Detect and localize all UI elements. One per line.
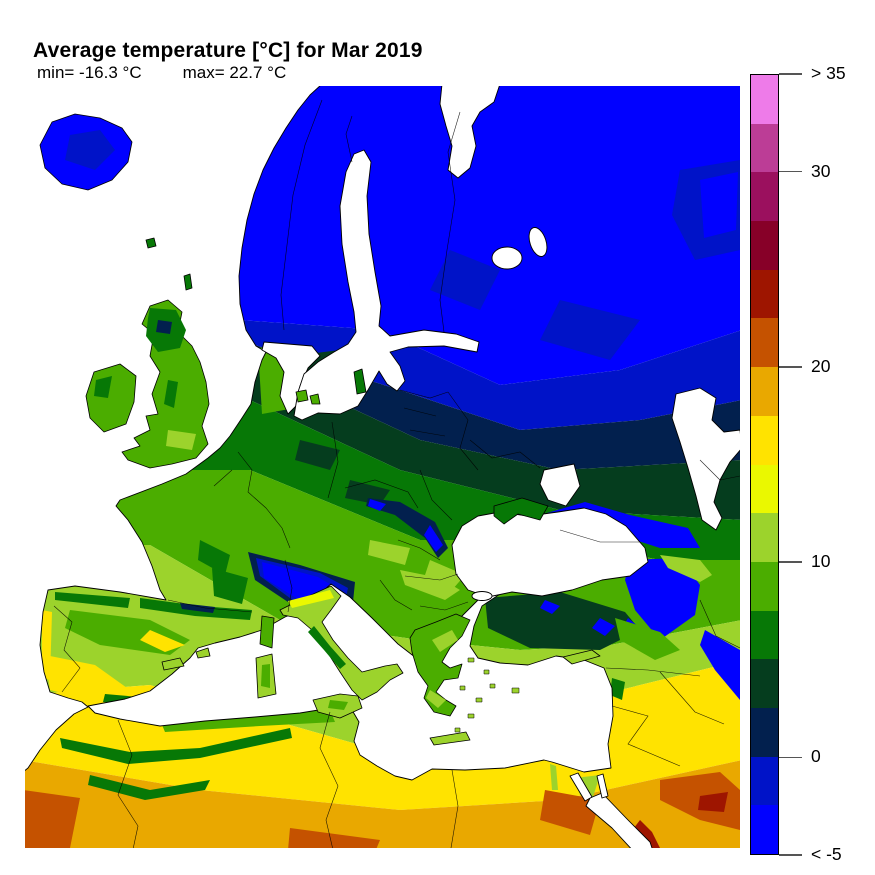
europe-temperature-map [25,86,740,848]
skagerrak-kattegat [261,341,321,415]
tick-mark [779,170,802,173]
colorbar-segment [751,318,778,368]
country-borders [53,99,740,848]
colorbar-segment [751,610,778,660]
gotland [353,368,367,395]
tick-label: 30 [811,160,831,181]
colorbar-segment [751,123,778,173]
colorbar-segment [751,415,778,465]
colorbar-ticks: > 35 30 20 10 0 < -5 [779,63,875,864]
caspian-sea [671,387,740,531]
colorbar-segment [751,75,778,124]
sea-of-azov [539,463,581,507]
aegean-islands [454,657,520,733]
white-sea [439,86,500,179]
tick-mark [779,73,802,75]
crete [429,731,471,746]
tick-mark [779,854,802,856]
red-sea [585,792,653,848]
colorbar-segment [751,464,778,514]
crimea [493,497,549,525]
tick-label: 0 [811,746,821,767]
shetland [183,273,193,291]
min-temperature-label: min= -16.3 °C [37,63,142,82]
colorbar-segment [751,805,778,854]
temperature-colorbar [750,74,779,855]
colorbar-segment [751,269,778,319]
colorbar-segment [751,172,778,222]
gulf-of-aqaba [596,773,609,799]
colorbar-segment [751,561,778,611]
tick-label: 10 [811,551,831,572]
tick-label: > 35 [811,63,846,84]
cyprus [562,649,601,665]
gulf-of-suez [569,772,593,802]
max-temperature-label: max= 22.7 °C [182,63,287,82]
great-britain [121,299,210,469]
page-title: Average temperature [°C] for Mar 2019 [33,39,423,63]
tick-label: 20 [811,355,831,376]
tick-mark [779,756,802,759]
colorbar-segment [751,659,778,708]
lake-onega [528,227,548,257]
tick-label: < -5 [811,844,842,865]
lake-ladoga [491,246,523,270]
colorbar-segment [751,756,778,806]
islands [39,113,601,746]
colorbar-segment [751,707,778,757]
tick-mark [779,366,802,368]
colorbar-segment [751,221,778,270]
danish-isles [295,389,309,403]
colorbar-segment [751,367,778,416]
faroe-islands [145,237,157,249]
corsica [259,615,275,649]
mainland-patches [25,160,740,848]
min-max-line: min= -16.3 °C max= 22.7 °C [37,63,286,83]
balearic-islands [161,657,185,671]
baltic-sea [293,149,480,421]
colorbar-segment [751,513,778,562]
tick-mark [779,561,802,563]
sea-of-marmara [471,591,493,601]
